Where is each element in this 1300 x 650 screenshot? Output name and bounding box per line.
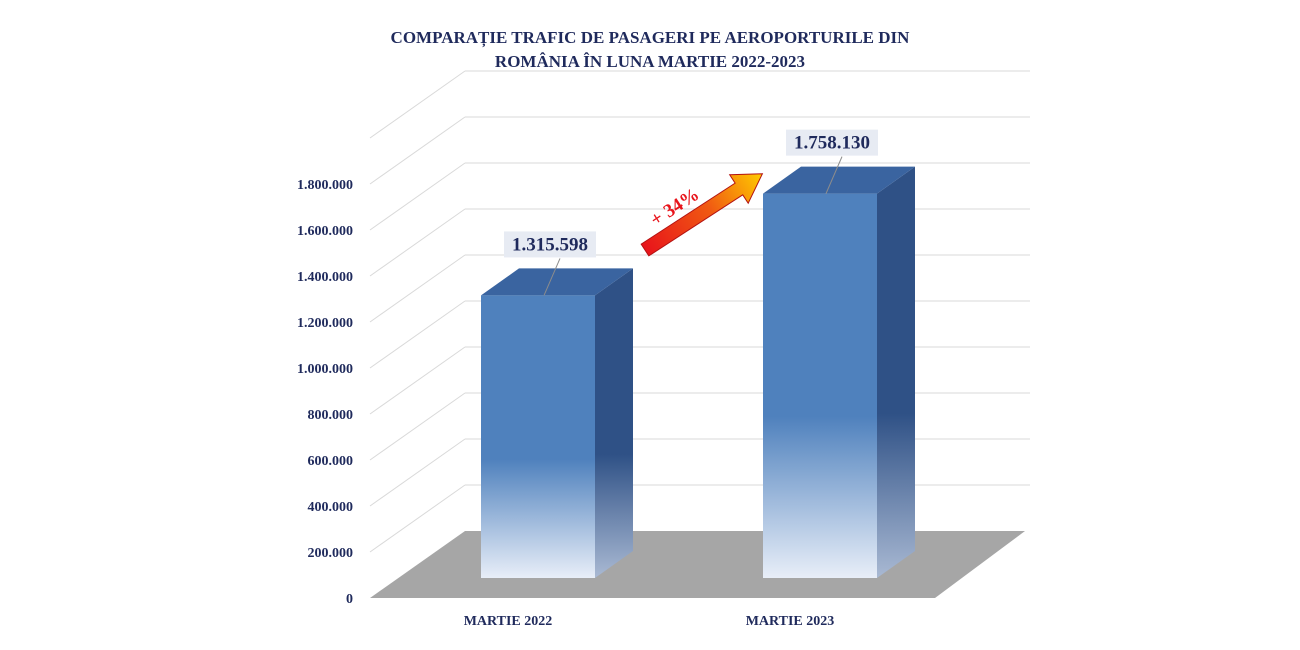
gridline-diagonal: [369, 300, 466, 369]
gridline-diagonal: [369, 392, 466, 461]
bar-1: 1.315.598: [481, 231, 633, 578]
chart-title-line-2: ROMÂNIA ÎN LUNA MARTIE 2022-2023: [494, 52, 806, 71]
y-tick-label: 1.400.000: [297, 270, 353, 285]
gridline-diagonal: [369, 70, 466, 139]
gridline-diagonal: [369, 116, 466, 185]
gridline-diagonal: [369, 484, 466, 553]
bar-side-face: [595, 268, 633, 578]
data-label: 1.758.130: [794, 133, 870, 154]
y-axis-ticks: 0 200.000 400.000 600.000 800.000 1.000.000 1.…: [297, 178, 353, 607]
bar-top-face: [763, 166, 915, 194]
data-label: 1.315.598: [512, 234, 588, 255]
gridline-diagonal: [369, 162, 466, 231]
y-tick-label: 1.600.000: [297, 224, 353, 239]
bar-2: 1.758.130: [763, 129, 915, 578]
y-tick-label: 1.200.000: [297, 316, 353, 331]
bar-front-face: [481, 295, 595, 578]
growth-annotation: + 34%: [640, 173, 764, 257]
chart-title-line-1: COMPARAȚIE TRAFIC DE PASAGERI PE AEROPOR…: [390, 28, 910, 47]
x-category-label: MARTIE 2022: [464, 614, 553, 629]
gridline-diagonal: [369, 438, 466, 507]
y-tick-label: 0: [346, 592, 353, 607]
bar-top-face: [481, 268, 633, 296]
y-tick-label: 600.000: [308, 454, 354, 469]
data-label-leader: [543, 258, 561, 296]
y-tick-label: 400.000: [308, 500, 354, 515]
bars-group: 1.315.598 1.758.130: [481, 129, 915, 578]
gridline-diagonal: [369, 208, 466, 277]
chart-floor: [370, 531, 1025, 598]
category-labels: MARTIE 2022 MARTIE 2023: [464, 614, 835, 629]
y-tick-label: 1.000.000: [297, 362, 353, 377]
bar-front-face: [763, 193, 877, 578]
data-label-leader: [825, 156, 843, 194]
arrow-icon: [640, 173, 764, 257]
growth-arrow: [640, 173, 764, 257]
y-tick-label: 1.800.000: [297, 178, 353, 193]
chart-back-wall: [369, 70, 1030, 553]
y-tick-label: 800.000: [308, 408, 354, 423]
gridline-diagonal: [369, 254, 466, 323]
x-category-label: MARTIE 2023: [746, 614, 835, 629]
data-label-background: [504, 231, 596, 258]
floor-plane: [370, 531, 1025, 598]
gridline-diagonal: [369, 346, 466, 415]
bar-side-face: [877, 166, 915, 578]
y-tick-label: 200.000: [308, 546, 354, 561]
data-label-background: [786, 129, 878, 156]
